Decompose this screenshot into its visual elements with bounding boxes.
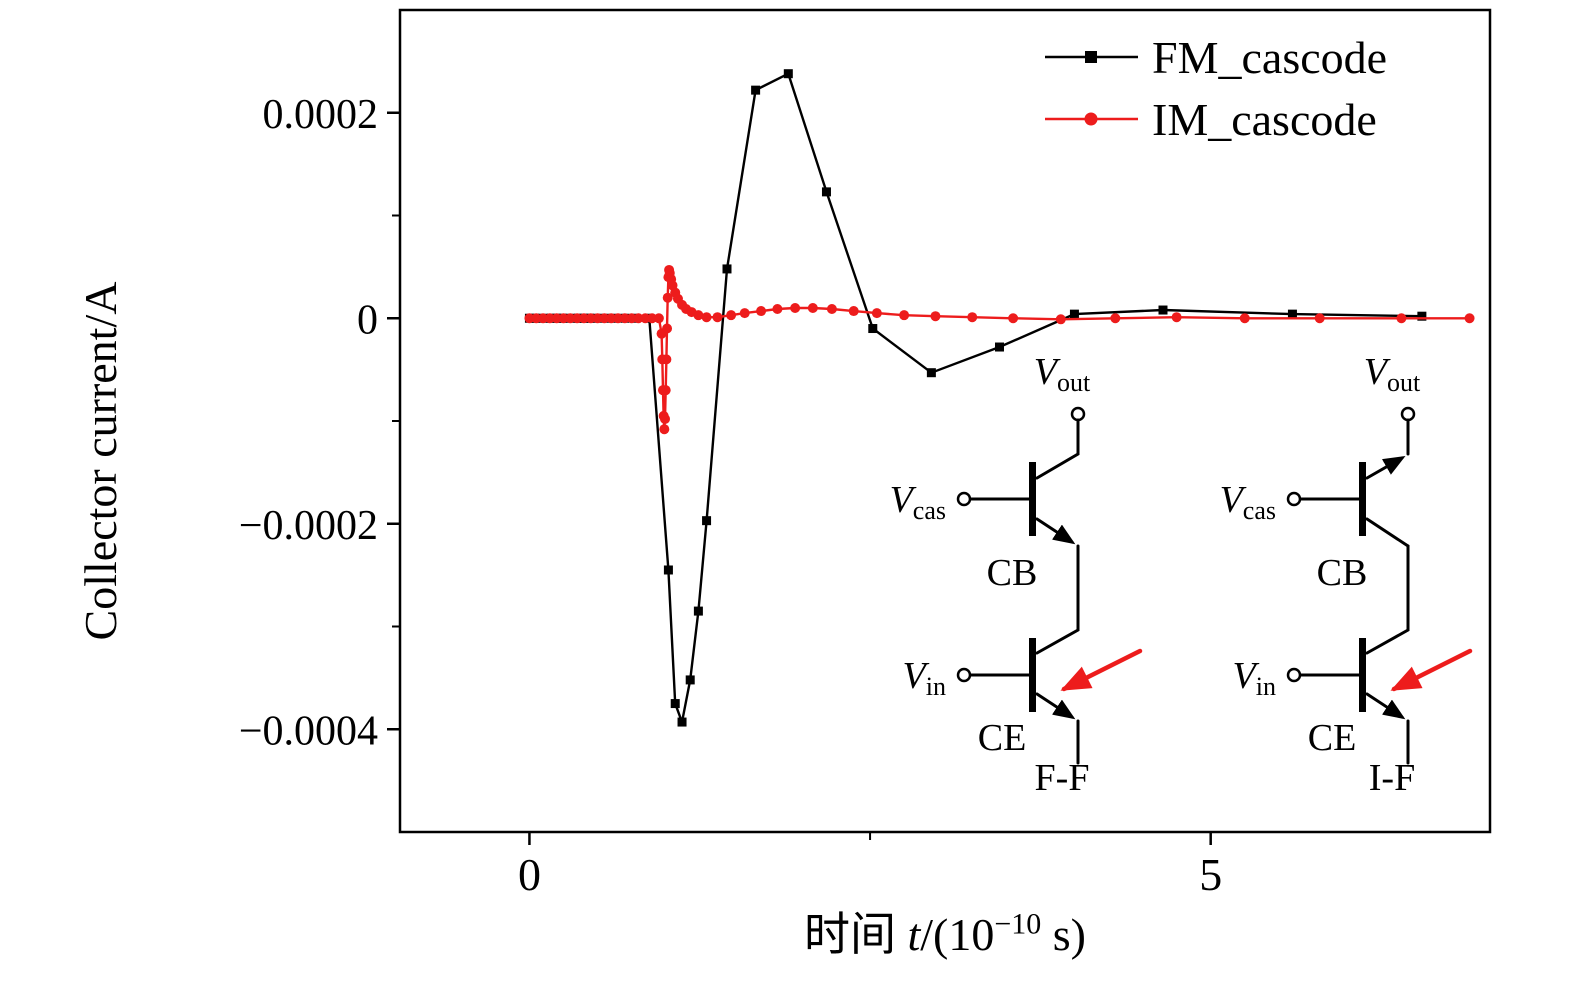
vcas-label-if: Vcas: [1220, 479, 1276, 525]
vin-terminal-if: [1286, 667, 1302, 683]
cb-transistor-base-bar: [1029, 462, 1036, 536]
ce-transistor-base-bar: [1029, 638, 1036, 712]
legend-label-IM_cascode: IM_cascode: [1152, 94, 1377, 145]
interstage-wire: [1035, 544, 1080, 655]
y-tick-label: −0.0004: [239, 708, 378, 754]
red-arrow-annotation-if: [1390, 648, 1473, 692]
y-tick-label: 0: [357, 297, 378, 343]
ce-emitter-arrow: [1035, 692, 1076, 720]
circuit-ff: Vout Vcas CB Vin CE F-F: [890, 351, 1143, 799]
circuit-if: Vout Vcas CB Vin CE I-F: [1220, 351, 1473, 799]
vout-terminal-ff: [1070, 406, 1086, 422]
x-axis-title-variable: t: [907, 909, 921, 960]
vout-label-ff: Vout: [1034, 351, 1091, 397]
ce-transistor-base-bar: [1359, 638, 1366, 712]
legend-marker-IM_cascode: [1084, 112, 1098, 126]
vin-label-ff: Vin: [903, 655, 946, 701]
x-tick-label: 0: [518, 849, 541, 900]
caption-ff: F-F: [1035, 757, 1090, 799]
cb-lower-lead: [1365, 517, 1410, 548]
series-IM_cascode: [524, 264, 1475, 435]
x-axis-title-close: s): [1041, 909, 1087, 960]
y-tick-label: 0.0002: [263, 92, 379, 138]
cb-transistor-base-bar: [1359, 462, 1366, 536]
cb-label-ff: CB: [987, 552, 1038, 594]
ce-label-ff: CE: [978, 717, 1027, 759]
legend-marker-FM_cascode: [1085, 51, 1097, 63]
cb-emitter-arrow: [1035, 517, 1076, 545]
vcas-terminal-if: [1286, 491, 1302, 507]
x-axis-title-prefix: 时间: [803, 909, 908, 960]
red-arrow-annotation-ff: [1060, 648, 1143, 692]
legend-label-FM_cascode: FM_cascode: [1152, 32, 1387, 83]
x-tick-label: 5: [1199, 849, 1222, 900]
caption-if: I-F: [1369, 757, 1415, 799]
ce-emitter-arrow: [1365, 692, 1406, 720]
cb-inverse-arrow: [1365, 456, 1406, 480]
interstage-wire: [1365, 544, 1410, 655]
y-axis-ticks: 0.0002 0 −0.0002 −0.0004: [239, 92, 400, 754]
ce-label-if: CE: [1308, 717, 1357, 759]
legend: FM_cascode IM_cascode: [1045, 32, 1387, 145]
x-axis-title: 时间 t/(10−10 s): [400, 898, 1490, 964]
x-axis-title-exponent: −10: [994, 907, 1042, 941]
vin-terminal-ff: [956, 667, 972, 683]
vout-label-if: Vout: [1364, 351, 1421, 397]
y-tick-label: −0.0002: [239, 503, 378, 549]
collector-wire: [1035, 418, 1080, 480]
vout-terminal-if: [1400, 406, 1416, 422]
x-axis-title-open: /(10: [920, 909, 995, 960]
cb-label-if: CB: [1317, 552, 1368, 594]
vin-label-if: Vin: [1233, 655, 1276, 701]
vcas-label-ff: Vcas: [890, 479, 946, 525]
vcas-terminal-ff: [956, 491, 972, 507]
